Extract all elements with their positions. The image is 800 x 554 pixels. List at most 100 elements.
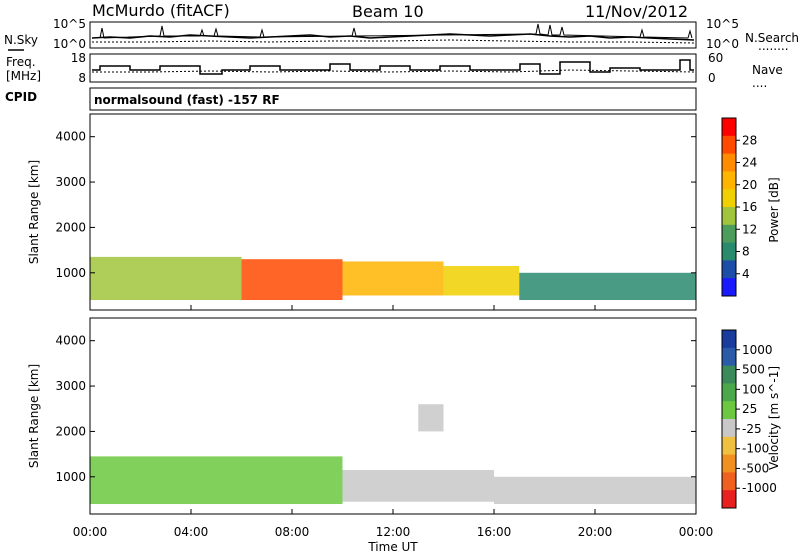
colorbar-swatch xyxy=(722,472,736,491)
data-band xyxy=(519,272,696,301)
colorbar-swatch xyxy=(722,278,736,297)
colorbar-tick-label: -25 xyxy=(742,422,762,436)
data-band xyxy=(418,404,444,432)
colorbar-tick-label: -500 xyxy=(742,461,769,475)
noise-ytick-bottom-left: 10^0 xyxy=(53,37,86,51)
noise-ytick-bottom-right: 10^0 xyxy=(706,37,739,51)
data-band xyxy=(90,456,343,505)
colorbar-tick-label: 4 xyxy=(742,267,750,281)
x-tick-label: 16:00 xyxy=(477,525,512,539)
power-colorbar: 28 24 20 16 12 8 4 Power [dB] xyxy=(721,117,781,297)
power-panel: 4000 3000 2000 1000 Slant Range [km] xyxy=(27,113,697,311)
y-tick-label: 2000 xyxy=(55,424,86,438)
colorbar-tick-label: 16 xyxy=(742,200,757,214)
nave-label: Nave xyxy=(752,63,783,77)
x-tick-label: 04:00 xyxy=(174,525,209,539)
colorbar-swatch xyxy=(722,401,736,420)
power-colorbar-ticks: 28 24 20 16 12 8 4 xyxy=(736,133,757,281)
colorbar-swatch xyxy=(722,365,736,384)
y-tick-label: 1000 xyxy=(55,470,86,484)
noise-search-line xyxy=(92,39,695,44)
colorbar-swatch xyxy=(722,383,736,402)
beam-title: Beam 10 xyxy=(352,2,424,21)
freq-ytick-top-left: 18 xyxy=(71,51,86,65)
velocity-colorbar-label: Velocity [m s^-1] xyxy=(767,366,781,470)
velocity-bands xyxy=(90,404,696,505)
velocity-colorbar: 1000 500 100 25 -25 -100 -500 -1000 Velocity [m… xyxy=(721,329,781,509)
freq-line xyxy=(92,59,694,75)
noise-ytick-top-left: 10^5 xyxy=(53,17,86,31)
colorbar-tick-label: 500 xyxy=(742,363,765,377)
freq-label: Freq. xyxy=(6,55,36,69)
power-ylabel: Slant Range [km] xyxy=(27,160,41,264)
station-title: McMurdo (fitACF) xyxy=(92,1,230,20)
colorbar-swatch xyxy=(722,419,736,438)
nsky-label: N.Sky xyxy=(4,33,38,47)
data-band xyxy=(494,476,696,505)
colorbar-swatch xyxy=(722,224,736,244)
power-colorbar-label: Power [dB] xyxy=(767,177,781,242)
x-axis-ticks: 00:00 04:00 08:00 12:00 16:00 20:00 00:00 xyxy=(73,305,714,539)
nsearch-label: N.Search xyxy=(745,31,799,45)
noise-spikes xyxy=(99,23,693,39)
noise-sky-line xyxy=(91,33,695,41)
data-band xyxy=(342,469,494,502)
colorbar-tick-label: 8 xyxy=(742,245,750,259)
y-tick-label: 2000 xyxy=(55,220,86,234)
y-tick-label: 1000 xyxy=(55,266,86,280)
data-band xyxy=(342,261,444,296)
x-axis-label: Time UT xyxy=(367,540,418,554)
freq-panel: 18 8 60 0 xyxy=(71,51,724,85)
colorbar-swatch xyxy=(722,347,736,367)
x-tick-label: 00:00 xyxy=(679,525,714,539)
velocity-ylabel: Slant Range [km] xyxy=(27,364,41,468)
colorbar-swatch xyxy=(722,189,736,208)
y-tick-label: 3000 xyxy=(55,379,86,393)
cpid-strip xyxy=(89,87,697,111)
colorbar-swatch xyxy=(722,171,736,190)
colorbar-swatch xyxy=(722,207,736,226)
colorbar-tick-label: -1000 xyxy=(742,481,777,495)
x-tick-label: 12:00 xyxy=(376,525,411,539)
freq-ytick-top-right: 60 xyxy=(708,51,723,65)
colorbar-tick-label: 100 xyxy=(742,382,765,396)
nave-dots: .... xyxy=(752,76,767,90)
velocity-yticks: 4000 3000 2000 1000 xyxy=(55,334,696,484)
freq-ytick-bottom-right: 0 xyxy=(708,71,716,85)
colorbar-swatch xyxy=(722,118,736,137)
cpid-label: CPID xyxy=(5,90,37,104)
colorbar-swatch xyxy=(722,490,736,509)
colorbar-tick-label: 20 xyxy=(742,178,757,192)
colorbar-swatch xyxy=(722,135,736,155)
power-colorbar-swatches xyxy=(722,118,736,297)
velocity-colorbar-swatches xyxy=(722,330,736,509)
y-tick-label: 4000 xyxy=(55,130,86,144)
power-yticks: 4000 3000 2000 1000 xyxy=(55,130,696,280)
noise-panel: 10^5 10^0 10^5 10^0 xyxy=(53,17,739,51)
x-tick-label: 20:00 xyxy=(578,525,613,539)
colorbar-swatch xyxy=(722,242,736,261)
y-tick-label: 4000 xyxy=(55,334,86,348)
data-band xyxy=(241,259,343,301)
x-tick-label: 08:00 xyxy=(275,525,310,539)
colorbar-swatch xyxy=(722,153,736,172)
colorbar-swatch xyxy=(722,260,736,279)
date-title: 11/Nov/2012 xyxy=(585,2,688,21)
colorbar-tick-label: 28 xyxy=(742,133,757,147)
colorbar-tick-label: 25 xyxy=(742,402,757,416)
colorbar-tick-label: 24 xyxy=(742,156,757,170)
freq-unit-label: [MHz] xyxy=(6,69,41,83)
x-tick-label: 00:00 xyxy=(73,525,108,539)
colorbar-tick-label: -100 xyxy=(742,442,769,456)
cpid-text: normalsound (fast) -157 RF xyxy=(94,93,280,107)
colorbar-swatch xyxy=(722,330,736,349)
noise-ytick-top-right: 10^5 xyxy=(706,17,739,31)
velocity-colorbar-ticks: 1000 500 100 25 -25 -100 -500 -1000 xyxy=(736,343,777,495)
y-tick-label: 3000 xyxy=(55,175,86,189)
colorbar-tick-label: 12 xyxy=(742,222,757,236)
power-bands xyxy=(90,256,696,301)
colorbar-tick-label: 1000 xyxy=(742,343,773,357)
velocity-panel: 4000 3000 2000 1000 Slant Range [km] xyxy=(27,317,697,515)
data-band xyxy=(443,265,520,296)
